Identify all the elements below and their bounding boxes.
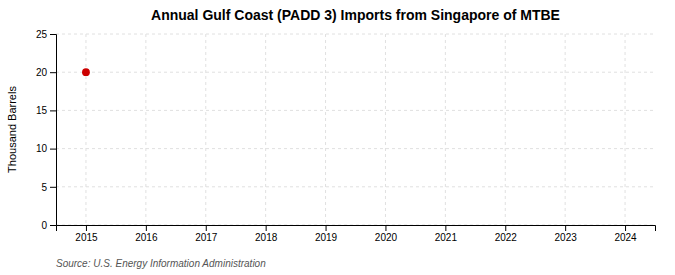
- tick-mark: [86, 225, 87, 231]
- grid-line-x: [445, 34, 446, 225]
- tick: 2015: [75, 225, 98, 243]
- title: Annual Gulf Coast (PADD 3) Imports from …: [151, 7, 560, 23]
- grid-line-x: [385, 34, 386, 225]
- tick-label: 2024: [614, 232, 637, 243]
- tick-label: 2021: [435, 232, 458, 243]
- points: [82, 68, 90, 76]
- source: Source: U.S. Energy Information Administ…: [56, 258, 266, 269]
- x-axis: 2015 2016 2017 2018 2019 2020 2021 2022 2023 2024: [57, 225, 656, 243]
- tick-label: 2018: [255, 232, 278, 243]
- tick-mark: [505, 225, 506, 231]
- tick-mark: [445, 225, 446, 231]
- axis-line: [50, 35, 57, 226]
- tick: 20: [36, 67, 56, 78]
- tick-label: 10: [36, 143, 48, 154]
- tick-label: 20: [36, 67, 48, 78]
- tick: 25: [36, 29, 56, 40]
- tick: 2019: [315, 225, 338, 243]
- y-axis-label: Thousand Barrels: [6, 86, 18, 173]
- tick: 2024: [614, 225, 637, 243]
- grid-line-x: [325, 34, 326, 225]
- tick-mark: [326, 225, 327, 231]
- tick-label: 2020: [375, 232, 398, 243]
- tick-mark: [50, 34, 56, 35]
- tick-label: 2019: [315, 232, 338, 243]
- tick-mark: [625, 225, 626, 231]
- tick: 5: [41, 182, 56, 193]
- tick: 2018: [255, 225, 278, 243]
- tick-mark: [266, 225, 267, 231]
- grid-line-x: [85, 34, 86, 225]
- chart: 2015201620172018201920202021202220232024…: [0, 0, 675, 275]
- tick: 2023: [555, 225, 578, 243]
- grid-line-y: [56, 110, 655, 111]
- tick-mark: [565, 225, 566, 231]
- tick: 2016: [135, 225, 158, 243]
- tick-label: 5: [41, 182, 47, 193]
- tick: 2022: [495, 225, 518, 243]
- tick: 2017: [195, 225, 218, 243]
- tick-mark: [50, 72, 56, 73]
- grid-line-x: [565, 34, 566, 225]
- tick-mark: [385, 225, 386, 231]
- tick-label: 2017: [195, 232, 218, 243]
- tick: 10: [36, 143, 56, 154]
- tick-label: 25: [36, 29, 48, 40]
- tick-label: 2016: [135, 232, 158, 243]
- grid-line-x: [205, 34, 206, 225]
- tick-label: 0: [41, 220, 47, 231]
- tick-label: 2022: [495, 232, 518, 243]
- tick-label: 2023: [555, 232, 578, 243]
- tick-label: 15: [36, 105, 48, 116]
- tick-mark: [50, 149, 56, 150]
- tick-mark: [50, 187, 56, 188]
- y-axis: 0 5 10 15 20 25: [36, 29, 57, 231]
- tick-label: 2015: [75, 232, 98, 243]
- tick: 0: [41, 220, 56, 231]
- grid-line-x: [145, 34, 146, 225]
- point: [82, 68, 90, 76]
- tick-mark: [50, 225, 56, 226]
- tick: 15: [36, 105, 56, 116]
- grid: [56, 34, 655, 225]
- tick: 2021: [435, 225, 458, 243]
- axis-line: [57, 226, 656, 232]
- grid-line-x: [625, 34, 626, 225]
- grid-line-x: [265, 34, 266, 225]
- tick: 2020: [375, 225, 398, 243]
- tick-mark: [206, 225, 207, 231]
- grid-line-x: [505, 34, 506, 225]
- plot-area: 2015201620172018201920202021202220232024…: [36, 29, 656, 243]
- tick-mark: [50, 110, 56, 111]
- tick-mark: [146, 225, 147, 231]
